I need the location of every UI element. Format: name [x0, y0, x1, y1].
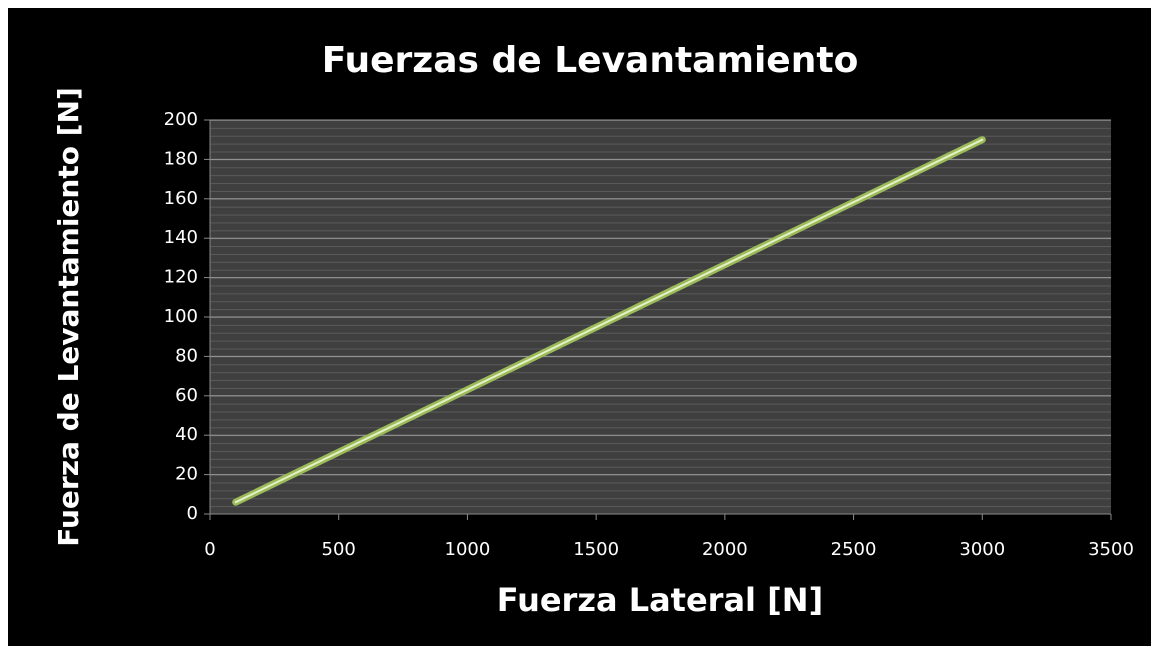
y-tick-label: 200 [164, 109, 198, 130]
y-tick-label: 20 [175, 464, 198, 485]
y-tick-label: 140 [164, 227, 198, 248]
x-tick-label: 1000 [445, 539, 491, 560]
series-line-highlight [234, 138, 984, 504]
x-tick-label: 1500 [573, 539, 619, 560]
y-tick-label: 60 [175, 385, 198, 406]
x-tick-label: 0 [204, 539, 215, 560]
y-tick-label: 180 [164, 148, 198, 169]
x-tick-label: 500 [322, 539, 356, 560]
x-axis-label: Fuerza Lateral [N] [497, 581, 823, 619]
x-tick-label: 2500 [831, 539, 877, 560]
y-tick-label: 0 [187, 503, 198, 524]
y-tick-label: 40 [175, 424, 198, 445]
y-tick-label: 80 [175, 345, 198, 366]
y-tick-label: 160 [164, 188, 198, 209]
x-tick-label: 3000 [959, 539, 1005, 560]
chart-title: Fuerzas de Levantamiento [322, 40, 859, 81]
y-axis-label: Fuerza de Levantamiento [N] [52, 87, 85, 546]
x-tick-label: 2000 [702, 539, 748, 560]
y-tick-label: 100 [164, 306, 198, 327]
y-tick-label: 120 [164, 267, 198, 288]
x-tick-label: 3500 [1088, 539, 1134, 560]
